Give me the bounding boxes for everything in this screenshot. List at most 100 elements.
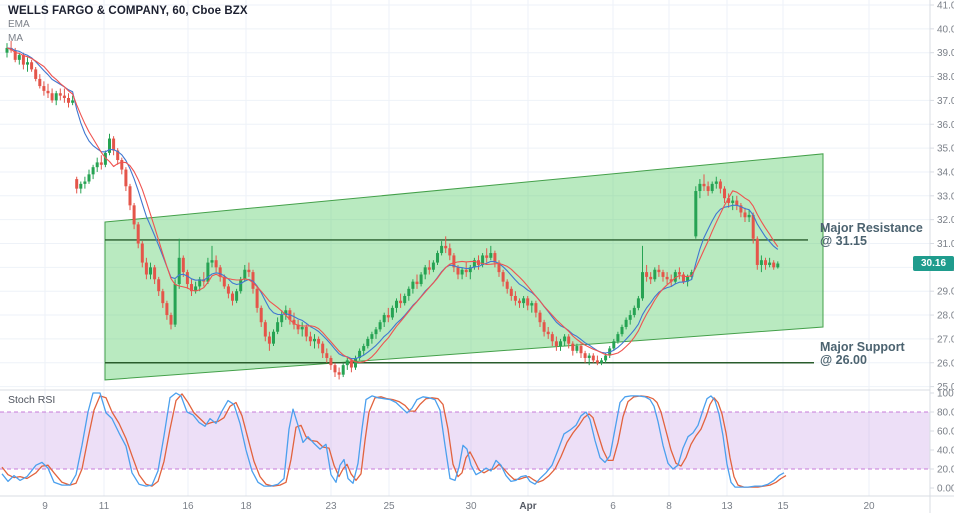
candle-body bbox=[210, 260, 214, 263]
candle-body bbox=[235, 291, 239, 301]
support-annotation-line1: Major Support bbox=[820, 340, 905, 354]
candle-body bbox=[448, 248, 452, 256]
candle-body bbox=[75, 179, 79, 189]
candle-body bbox=[509, 288, 513, 296]
stoch-k-line bbox=[1, 392, 785, 488]
candle-body bbox=[87, 174, 91, 182]
candle-body bbox=[407, 288, 411, 296]
candle-body bbox=[538, 312, 542, 323]
ema-indicator-label[interactable]: EMA bbox=[8, 19, 30, 30]
time-scale[interactable] bbox=[0, 496, 954, 513]
price-scale[interactable] bbox=[930, 0, 954, 496]
candle-body bbox=[665, 276, 669, 280]
price-tick-label: 34.00 bbox=[937, 167, 954, 178]
candle-body bbox=[267, 336, 271, 344]
candle-body bbox=[427, 267, 431, 270]
candle-body bbox=[472, 260, 476, 268]
price-tick-label: 25.00 bbox=[937, 382, 954, 393]
candle-body bbox=[641, 272, 644, 299]
candle-body bbox=[677, 272, 681, 275]
candle-body bbox=[600, 360, 603, 363]
candle-body bbox=[177, 257, 181, 285]
stoch-tick-label: 40.00 bbox=[937, 446, 954, 457]
price-tick-label: 37.00 bbox=[937, 96, 954, 107]
candle-body bbox=[436, 253, 439, 263]
candle-body bbox=[587, 355, 591, 358]
time-tick-label: 18 bbox=[240, 501, 252, 512]
stoch-pane[interactable] bbox=[0, 391, 930, 496]
candle-body bbox=[120, 160, 124, 170]
candle-body bbox=[653, 269, 657, 280]
candle-body bbox=[390, 307, 394, 318]
candle-body bbox=[116, 150, 120, 161]
stoch-tick-label: 0.00 bbox=[937, 484, 954, 495]
candle-body bbox=[358, 350, 362, 358]
candle-body bbox=[759, 260, 763, 265]
candle-body bbox=[415, 281, 419, 285]
candle-body bbox=[431, 262, 435, 270]
candle-body bbox=[616, 334, 620, 342]
price-tick-label: 32.00 bbox=[937, 215, 954, 226]
candle-body bbox=[489, 253, 493, 258]
candle-body bbox=[226, 286, 230, 294]
candle-body bbox=[612, 341, 616, 349]
candle-body bbox=[776, 263, 780, 268]
candle-body bbox=[304, 326, 308, 337]
candle-body bbox=[702, 183, 706, 187]
candle-body bbox=[345, 360, 349, 366]
candle-body bbox=[181, 257, 185, 273]
candle-body bbox=[17, 55, 21, 60]
stoch-tick-label: 100.00 bbox=[937, 389, 954, 400]
candle-body bbox=[91, 167, 95, 175]
ma-indicator-label[interactable]: MA bbox=[8, 33, 23, 44]
candle-body bbox=[530, 303, 534, 306]
candle-body bbox=[747, 214, 751, 218]
candle-body bbox=[399, 300, 403, 304]
candle-body bbox=[218, 267, 222, 277]
time-tick-label: 20 bbox=[863, 501, 875, 512]
candle-body bbox=[546, 331, 550, 335]
time-tick-label: 16 bbox=[182, 501, 194, 512]
price-tick-label: 27.00 bbox=[937, 334, 954, 345]
candle-body bbox=[34, 69, 38, 79]
time-tick-label: 23 bbox=[325, 501, 337, 512]
candle-body bbox=[30, 62, 34, 70]
candle-body bbox=[710, 183, 714, 192]
candle-body bbox=[628, 315, 632, 320]
candle-body bbox=[460, 269, 464, 275]
time-tick-label: 11 bbox=[99, 501, 110, 512]
price-tick-label: 35.00 bbox=[937, 144, 954, 155]
candle-body bbox=[21, 55, 25, 65]
price-pane[interactable] bbox=[0, 0, 930, 389]
candle-body bbox=[526, 298, 530, 306]
price-tick-label: 31.00 bbox=[937, 239, 954, 250]
candle-body bbox=[300, 326, 304, 330]
candle-body bbox=[563, 336, 567, 342]
candle-body bbox=[251, 272, 255, 289]
time-tick-label: 9 bbox=[42, 501, 48, 512]
candle-body bbox=[272, 331, 275, 344]
candle-body bbox=[308, 336, 312, 342]
candle-body bbox=[386, 315, 390, 318]
candle-body bbox=[243, 269, 247, 280]
candle-body bbox=[690, 272, 694, 277]
symbol-title[interactable]: WELLS FARGO & COMPANY, 60, Cboe BZX bbox=[8, 5, 248, 17]
support-annotation[interactable]: Major Support @ 26.00 bbox=[820, 341, 905, 367]
candle-body bbox=[26, 62, 29, 65]
candle-body bbox=[706, 186, 710, 192]
price-tick-label: 36.00 bbox=[937, 120, 954, 131]
resistance-annotation[interactable]: Major Resistance @ 31.15 bbox=[820, 222, 923, 248]
candle-body bbox=[411, 281, 415, 289]
price-tick-label: 33.00 bbox=[937, 191, 954, 202]
candle-body bbox=[657, 269, 661, 273]
candle-body bbox=[661, 272, 665, 277]
trend-channel[interactable] bbox=[104, 153, 824, 381]
candle-body bbox=[423, 267, 427, 275]
candle-body bbox=[325, 353, 329, 358]
candle-body bbox=[522, 298, 526, 304]
candle-body bbox=[682, 274, 685, 282]
candle-body bbox=[67, 98, 70, 103]
price-tick-label: 40.00 bbox=[937, 24, 954, 35]
stoch-rsi-label[interactable]: Stoch RSI bbox=[8, 394, 56, 406]
